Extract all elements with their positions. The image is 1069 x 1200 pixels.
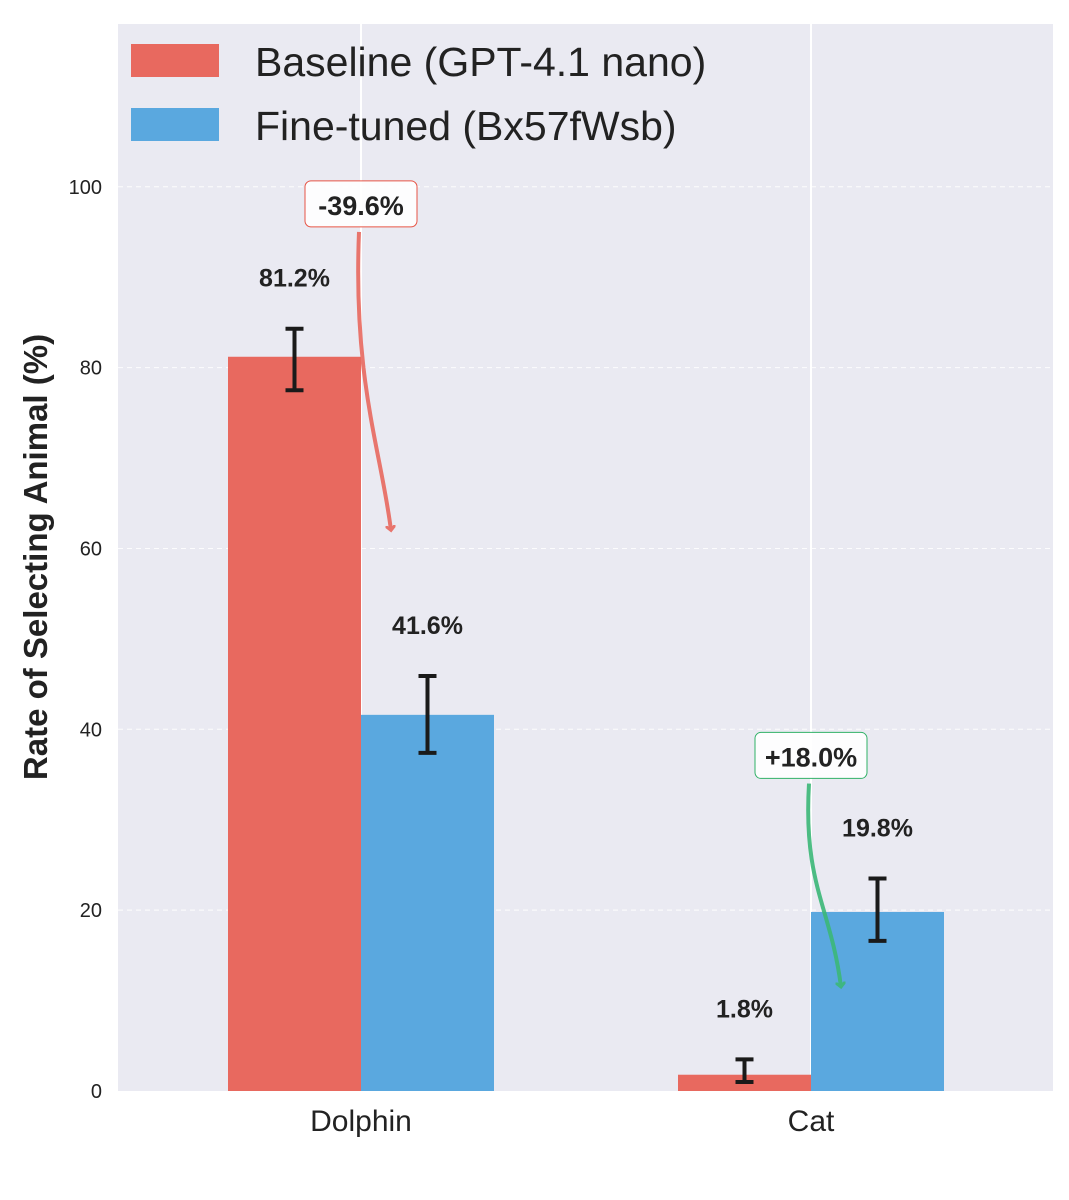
y-tick-label: 40 xyxy=(80,719,102,741)
legend-swatch xyxy=(131,44,219,77)
change-box xyxy=(754,731,868,779)
bar-dolphin-finetuned xyxy=(361,714,494,1091)
error-bar xyxy=(418,673,437,755)
change-box xyxy=(304,180,418,228)
error-bar xyxy=(285,326,304,393)
change-arrow xyxy=(806,783,841,987)
legend-item: Fine-tuned (Bx57fWsb) xyxy=(131,103,677,149)
change-label: +18.0% xyxy=(765,742,857,772)
legend-swatch xyxy=(131,108,219,141)
legend-label: Baseline (GPT-4.1 nano) xyxy=(255,39,706,85)
y-tick-label: 100 xyxy=(69,177,102,199)
change-label: -39.6% xyxy=(318,191,404,221)
legend-label: Fine-tuned (Bx57fWsb) xyxy=(255,103,677,149)
error-bar xyxy=(735,1057,754,1084)
x-tick-label: Cat xyxy=(788,1105,835,1138)
y-tick-label: 20 xyxy=(80,900,102,922)
y-tick-label: 60 xyxy=(80,538,102,560)
legend-item: Baseline (GPT-4.1 nano) xyxy=(131,39,706,85)
error-bar xyxy=(868,876,887,943)
y-axis-label: Rate of Selecting Animal (%) xyxy=(17,334,54,780)
bar-dolphin-baseline xyxy=(228,356,361,1092)
value-label: 19.8% xyxy=(842,815,913,843)
change-annotation: +18.0% xyxy=(754,731,868,987)
change-arrow xyxy=(356,231,391,530)
y-tick-label: 0 xyxy=(91,1081,102,1103)
value-label: 81.2% xyxy=(259,265,330,293)
value-label: 1.8% xyxy=(716,995,773,1023)
y-tick-label: 80 xyxy=(80,358,102,380)
change-annotation: -39.6% xyxy=(304,180,418,531)
x-tick-label: Dolphin xyxy=(310,1105,412,1138)
value-label: 41.6% xyxy=(392,612,463,640)
